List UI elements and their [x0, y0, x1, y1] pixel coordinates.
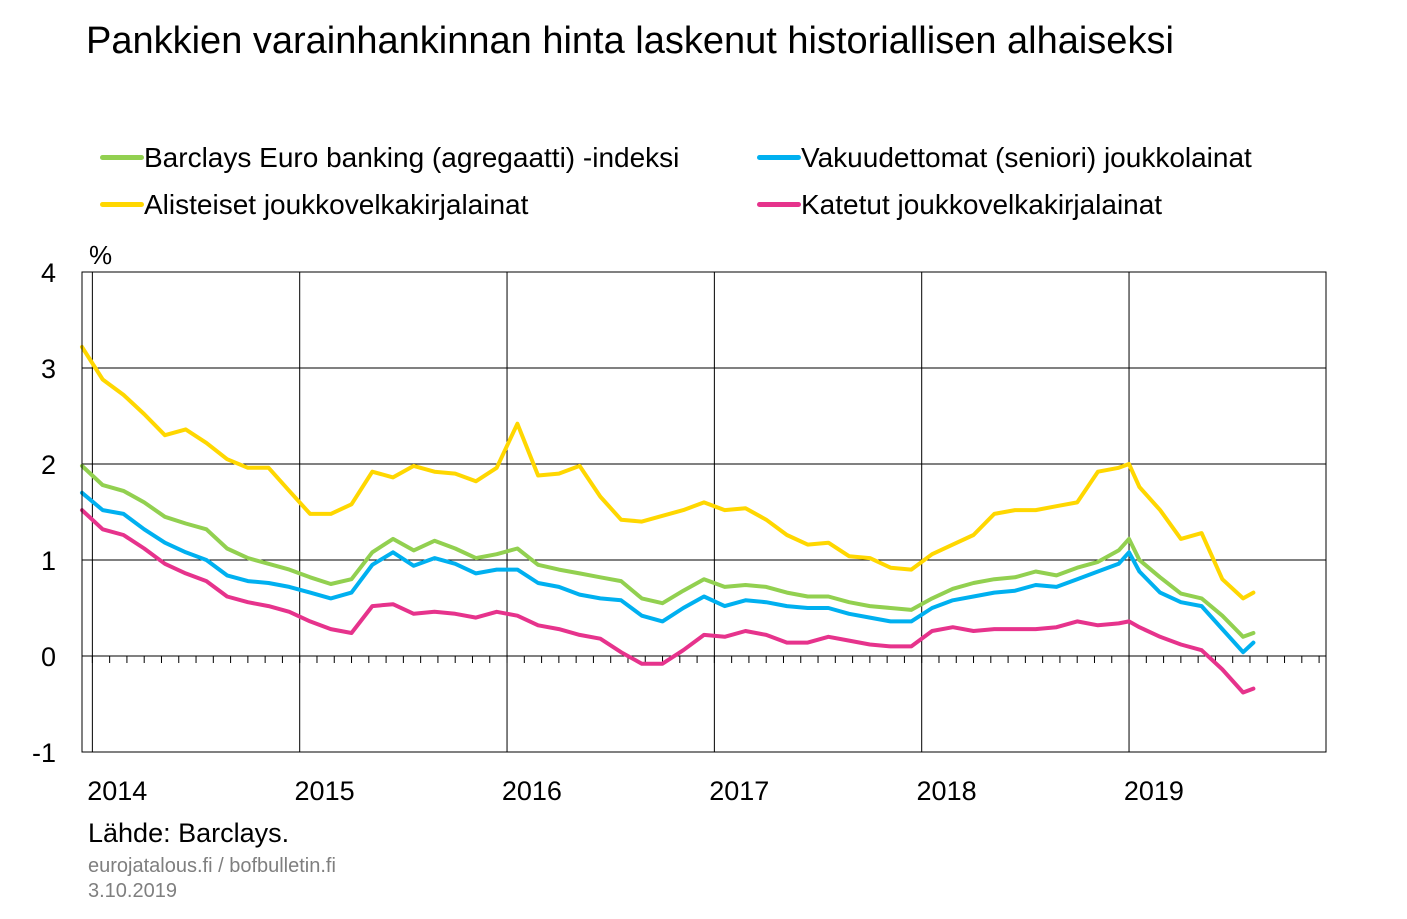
legend-item-senior: Vakuudettomat (seniori) joukkolainat [757, 142, 1252, 174]
x-tick-label: 2015 [295, 776, 355, 806]
legend-swatch-covered [757, 202, 801, 208]
y-tick-label: 3 [41, 354, 56, 384]
site-credit: eurojatalous.fi / bofbulletin.fi [88, 855, 336, 877]
x-tick-label: 2014 [87, 776, 147, 806]
legend-item-barclays: Barclays Euro banking (agregaatti) -inde… [100, 142, 679, 174]
chart-series [80, 344, 1256, 695]
series-line-2 [80, 344, 1256, 601]
series-line-0 [80, 463, 1256, 639]
y-axis-ticks: 4 3 2 1 0 -1 [32, 258, 56, 768]
y-tick-label: 2 [41, 450, 56, 480]
legend-item-covered: Katetut joukkovelkakirjalainat [757, 189, 1162, 221]
x-tick-label: 2019 [1124, 776, 1184, 806]
x-tick-label: 2017 [709, 776, 769, 806]
y-tick-label: 4 [41, 258, 56, 288]
legend-label-covered: Katetut joukkovelkakirjalainat [801, 189, 1163, 220]
publication-date: 3.10.2019 [88, 880, 177, 902]
plot-frame [81, 271, 1327, 753]
legend-label-senior: Vakuudettomat (seniori) joukkolainat [801, 142, 1252, 173]
y-axis-unit-label: % [89, 240, 112, 270]
x-axis-ticks: 2014 2015 2016 2017 2018 2019 [87, 656, 1320, 806]
legend-item-subordinated: Alisteiset joukkovelkakirjalainat [100, 189, 528, 221]
legend-label-barclays: Barclays Euro banking (agregaatti) -inde… [144, 142, 680, 173]
legend-swatch-barclays [100, 155, 144, 161]
y-tick-label: 0 [41, 642, 56, 672]
x-tick-label: 2016 [502, 776, 562, 806]
legend-swatch-senior [757, 155, 801, 161]
legend-swatch-subordinated [100, 202, 144, 208]
legend-label-subordinated: Alisteiset joukkovelkakirjalainat [144, 189, 529, 220]
source-note: Lähde: Barclays. [88, 818, 290, 848]
y-tick-label: -1 [32, 738, 56, 768]
x-tick-label: 2018 [917, 776, 977, 806]
chart-title: Pankkien varainhankinnan hinta laskenut … [86, 20, 1174, 62]
series-line-1 [80, 490, 1256, 655]
chart-grid [82, 271, 1326, 753]
y-tick-label: 1 [41, 546, 56, 576]
series-line-3 [80, 508, 1256, 695]
